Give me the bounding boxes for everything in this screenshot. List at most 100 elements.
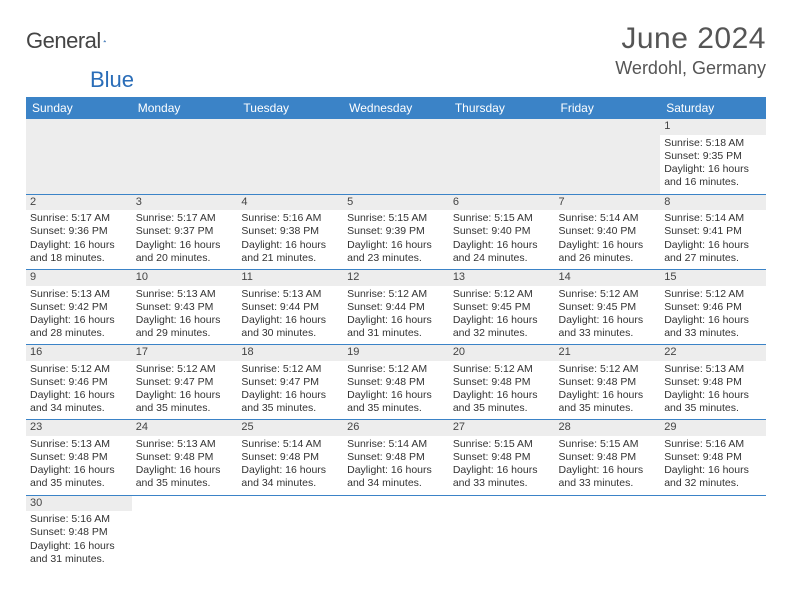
day-number-cell: 13 (449, 269, 555, 285)
daynum-row: 16171819202122 (26, 345, 766, 361)
sunrise-text: Sunrise: 5:12 AM (453, 288, 551, 301)
content-row: Sunrise: 5:18 AMSunset: 9:35 PMDaylight:… (26, 135, 766, 194)
daylight-text: Daylight: 16 hours and 26 minutes. (559, 239, 657, 265)
sunrise-text: Sunrise: 5:12 AM (664, 288, 762, 301)
logo-word1: General (26, 28, 101, 54)
sunset-text: Sunset: 9:48 PM (664, 376, 762, 389)
sunset-text: Sunset: 9:48 PM (453, 376, 551, 389)
day-cell: Sunrise: 5:16 AMSunset: 9:38 PMDaylight:… (237, 210, 343, 269)
day-number-cell: 6 (449, 194, 555, 210)
day-number-cell: 20 (449, 345, 555, 361)
sunrise-text: Sunrise: 5:17 AM (30, 212, 128, 225)
sunrise-text: Sunrise: 5:12 AM (559, 288, 657, 301)
day-number-cell: 22 (660, 345, 766, 361)
sunrise-text: Sunrise: 5:13 AM (30, 438, 128, 451)
daylight-text: Daylight: 16 hours and 35 minutes. (136, 464, 234, 490)
day-number: 20 (453, 346, 465, 358)
sunset-text: Sunset: 9:48 PM (241, 451, 339, 464)
day-number-cell (343, 495, 449, 511)
day-number: 5 (347, 196, 353, 208)
day-cell: Sunrise: 5:15 AMSunset: 9:48 PMDaylight:… (555, 436, 661, 495)
day-number: 26 (347, 421, 359, 433)
day-cell: Sunrise: 5:15 AMSunset: 9:48 PMDaylight:… (449, 436, 555, 495)
day-number-cell: 8 (660, 194, 766, 210)
daylight-text: Daylight: 16 hours and 35 minutes. (347, 389, 445, 415)
day-header: Friday (555, 97, 661, 119)
sunrise-text: Sunrise: 5:13 AM (30, 288, 128, 301)
daylight-text: Daylight: 16 hours and 30 minutes. (241, 314, 339, 340)
daylight-text: Daylight: 16 hours and 20 minutes. (136, 239, 234, 265)
daylight-text: Daylight: 16 hours and 34 minutes. (347, 464, 445, 490)
content-row: Sunrise: 5:13 AMSunset: 9:42 PMDaylight:… (26, 286, 766, 345)
sunset-text: Sunset: 9:39 PM (347, 225, 445, 238)
day-cell (343, 511, 449, 570)
sunset-text: Sunset: 9:35 PM (664, 150, 762, 163)
day-number: 2 (30, 196, 36, 208)
day-cell: Sunrise: 5:14 AMSunset: 9:40 PMDaylight:… (555, 210, 661, 269)
day-number: 13 (453, 271, 465, 283)
daynum-row: 23242526272829 (26, 420, 766, 436)
content-row: Sunrise: 5:12 AMSunset: 9:46 PMDaylight:… (26, 361, 766, 420)
day-cell: Sunrise: 5:18 AMSunset: 9:35 PMDaylight:… (660, 135, 766, 194)
day-number-cell (660, 495, 766, 511)
sunrise-text: Sunrise: 5:16 AM (241, 212, 339, 225)
month-title: June 2024 (615, 22, 766, 56)
day-number-cell: 24 (132, 420, 238, 436)
day-number-cell: 28 (555, 420, 661, 436)
sunrise-text: Sunrise: 5:13 AM (664, 363, 762, 376)
day-number-cell: 16 (26, 345, 132, 361)
day-number-cell (449, 495, 555, 511)
day-number-cell: 12 (343, 269, 449, 285)
day-number-cell: 26 (343, 420, 449, 436)
daylight-text: Daylight: 16 hours and 18 minutes. (30, 239, 128, 265)
day-header: Sunday (26, 97, 132, 119)
day-number-cell: 29 (660, 420, 766, 436)
sunrise-text: Sunrise: 5:12 AM (347, 288, 445, 301)
content-row: Sunrise: 5:13 AMSunset: 9:48 PMDaylight:… (26, 436, 766, 495)
daylight-text: Daylight: 16 hours and 31 minutes. (30, 540, 128, 566)
day-number-cell: 10 (132, 269, 238, 285)
sunrise-text: Sunrise: 5:15 AM (347, 212, 445, 225)
daylight-text: Daylight: 16 hours and 35 minutes. (241, 389, 339, 415)
sunrise-text: Sunrise: 5:13 AM (136, 438, 234, 451)
calendar-table: Sunday Monday Tuesday Wednesday Thursday… (26, 97, 766, 570)
daylight-text: Daylight: 16 hours and 29 minutes. (136, 314, 234, 340)
sunrise-text: Sunrise: 5:12 AM (347, 363, 445, 376)
day-header: Saturday (660, 97, 766, 119)
daylight-text: Daylight: 16 hours and 33 minutes. (664, 314, 762, 340)
sunset-text: Sunset: 9:40 PM (559, 225, 657, 238)
day-number-cell: 19 (343, 345, 449, 361)
day-number-cell: 4 (237, 194, 343, 210)
sunset-text: Sunset: 9:44 PM (241, 301, 339, 314)
daylight-text: Daylight: 16 hours and 33 minutes. (453, 464, 551, 490)
day-number-cell (237, 119, 343, 135)
daynum-row: 9101112131415 (26, 269, 766, 285)
sunset-text: Sunset: 9:40 PM (453, 225, 551, 238)
day-number-cell: 23 (26, 420, 132, 436)
sunrise-text: Sunrise: 5:14 AM (241, 438, 339, 451)
sunset-text: Sunset: 9:48 PM (136, 451, 234, 464)
day-number-cell: 1 (660, 119, 766, 135)
day-number: 25 (241, 421, 253, 433)
daylight-text: Daylight: 16 hours and 21 minutes. (241, 239, 339, 265)
daylight-text: Daylight: 16 hours and 24 minutes. (453, 239, 551, 265)
sunset-text: Sunset: 9:47 PM (241, 376, 339, 389)
day-cell: Sunrise: 5:14 AMSunset: 9:41 PMDaylight:… (660, 210, 766, 269)
daylight-text: Daylight: 16 hours and 32 minutes. (453, 314, 551, 340)
sunrise-text: Sunrise: 5:14 AM (664, 212, 762, 225)
daylight-text: Daylight: 16 hours and 33 minutes. (559, 464, 657, 490)
sunrise-text: Sunrise: 5:14 AM (559, 212, 657, 225)
day-cell: Sunrise: 5:15 AMSunset: 9:40 PMDaylight:… (449, 210, 555, 269)
day-cell: Sunrise: 5:12 AMSunset: 9:47 PMDaylight:… (132, 361, 238, 420)
day-number-cell: 18 (237, 345, 343, 361)
day-number-cell (132, 495, 238, 511)
day-cell: Sunrise: 5:13 AMSunset: 9:44 PMDaylight:… (237, 286, 343, 345)
day-cell: Sunrise: 5:12 AMSunset: 9:45 PMDaylight:… (449, 286, 555, 345)
day-cell: Sunrise: 5:17 AMSunset: 9:37 PMDaylight:… (132, 210, 238, 269)
daylight-text: Daylight: 16 hours and 28 minutes. (30, 314, 128, 340)
day-cell: Sunrise: 5:14 AMSunset: 9:48 PMDaylight:… (343, 436, 449, 495)
day-cell: Sunrise: 5:12 AMSunset: 9:46 PMDaylight:… (660, 286, 766, 345)
day-number: 28 (559, 421, 571, 433)
content-row: Sunrise: 5:16 AMSunset: 9:48 PMDaylight:… (26, 511, 766, 570)
day-cell: Sunrise: 5:14 AMSunset: 9:48 PMDaylight:… (237, 436, 343, 495)
